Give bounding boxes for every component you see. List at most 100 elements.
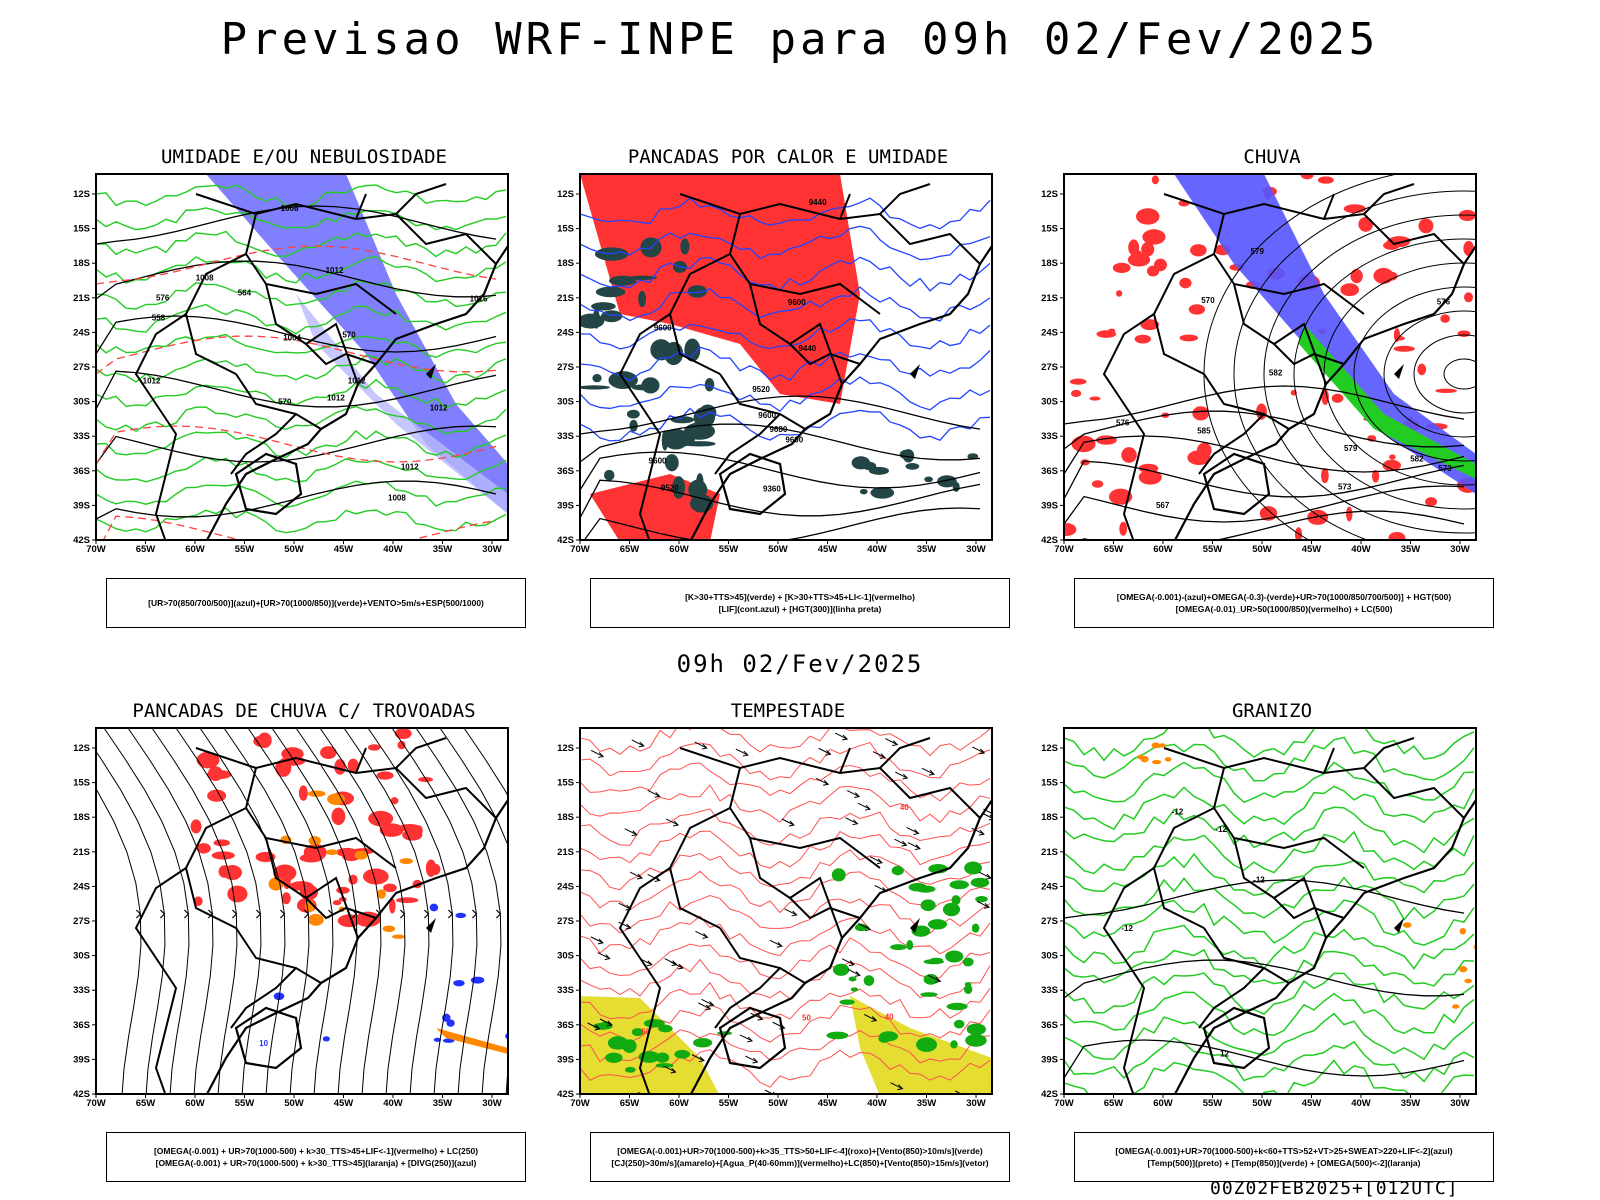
coastline (1173, 244, 1476, 540)
rain-red-area (1389, 454, 1396, 460)
lat-label: 24S (73, 881, 90, 892)
wind-green-area (826, 1031, 849, 1040)
rain-red-area (1358, 216, 1374, 232)
isobar-label: 1012 (326, 266, 344, 275)
omega-orange-dot (1479, 1031, 1486, 1037)
instability-green-area (650, 339, 672, 361)
wind-vector (784, 908, 798, 917)
thunder-red-area (368, 810, 394, 827)
thunder-red-area (337, 914, 361, 928)
lat-label: 42S (73, 1089, 90, 1100)
hgt300-line (580, 451, 981, 491)
isobar-label: 1004 (283, 334, 301, 343)
map-tempestade: 40 50 40 50 12S 15S 18S 21S 24S 27S 30S 33S 36S 39S 42… (557, 727, 993, 1109)
lat-label: 39S (1041, 500, 1058, 511)
wind-vector (631, 739, 645, 748)
wind-green-area (890, 944, 907, 951)
lon-label: 60W (185, 544, 205, 555)
omega-orange-dot (1488, 923, 1497, 928)
water-label: 40 (885, 1013, 894, 1022)
wind-vector (845, 817, 859, 826)
country-border (839, 193, 851, 220)
lat-label: 39S (73, 1054, 90, 1065)
isobar-label: 570 (342, 330, 356, 339)
wind-green-area (850, 987, 859, 992)
omega-orange-dot (1464, 978, 1472, 984)
stream-arrow (495, 909, 502, 919)
uruguay-border (234, 1006, 303, 1070)
panel-title: PANCADAS POR CALOR E UMIDADE (627, 146, 949, 168)
lat-label: 12S (73, 189, 90, 200)
hgt-label: 9360 (763, 484, 781, 493)
lake (910, 918, 920, 933)
lat-label: 21S (1041, 293, 1058, 304)
lat-label: 15S (1041, 224, 1058, 235)
thunder-orange-area (268, 877, 284, 891)
lat-label: 36S (1041, 466, 1058, 477)
wind-green-area (655, 1063, 674, 1068)
lon-label: 40W (1351, 544, 1371, 555)
instability-green-area (696, 473, 704, 492)
thunder-red-area (367, 744, 381, 751)
lon-label: 35W (1401, 1098, 1421, 1109)
lon-label: 45W (818, 544, 838, 555)
divergence-blue (505, 1032, 508, 1040)
isobar-label: 558 (152, 314, 166, 323)
wind-green-area (643, 1019, 665, 1028)
lon-label: 70W (570, 544, 590, 555)
lat-label: 24S (557, 881, 574, 892)
lat-label: 36S (73, 466, 90, 477)
hgt500-line (1293, 238, 1476, 510)
instability-green-area (638, 290, 647, 308)
lat-label: 15S (557, 224, 574, 235)
green-contour (96, 456, 507, 483)
thunder-red-area (429, 863, 441, 876)
jet-yellow-area (580, 996, 719, 1094)
divergence-blue (442, 1038, 455, 1043)
rain-red-area (1350, 268, 1363, 284)
wind-green-area (923, 973, 939, 985)
page-title: Previsao WRF-INPE para 09h 02/Fev/2025 (220, 14, 1380, 65)
hgt-label: 570 (1201, 296, 1215, 305)
panel-title: UMIDADE E/OU NEBULOSIDADE (161, 146, 447, 168)
thunder-red-area (394, 728, 412, 740)
lake (1394, 918, 1404, 933)
rain-red-area (1307, 509, 1329, 525)
stream-arrow (520, 910, 524, 918)
wind-green-area (975, 896, 988, 903)
map-layer: 9600960096009600960095209520944094409360… (580, 174, 992, 540)
wind-green-area (962, 957, 974, 967)
instability-green-area (669, 430, 696, 447)
lat-label: 39S (557, 500, 574, 511)
rain-red-area (1343, 204, 1366, 214)
country-border (305, 897, 377, 920)
panel-legend: [UR>70(850/700/500)](azul)+[UR>70(1000/8… (106, 578, 526, 628)
rain-red-area (1091, 480, 1104, 488)
panel-legend: [OMEGA(-0.001)+UR>70(1000-500)+k<60+TTS>… (1074, 1132, 1494, 1182)
wind-vector (834, 732, 849, 741)
thunder-red-area (355, 911, 381, 927)
wind-green-area (929, 957, 944, 963)
lon-label: 40W (383, 544, 403, 555)
thunder-orange-area (376, 889, 386, 899)
hgt-label: 582 (1269, 369, 1283, 378)
water-contour (580, 830, 991, 869)
lat-label: 39S (1041, 1054, 1058, 1065)
country-border (1323, 193, 1335, 220)
wind-vector (847, 968, 861, 977)
omega-orange-dot (1151, 742, 1160, 749)
country-border (1102, 313, 1155, 540)
map-frame (579, 173, 993, 541)
rain-red-area (1188, 304, 1206, 315)
rain-red-area (1121, 447, 1137, 463)
rain-red-area (1393, 345, 1415, 352)
lon-label: 55W (1203, 544, 1223, 555)
lon-label: 35W (1401, 544, 1421, 555)
lat-label: 33S (1041, 985, 1058, 996)
wind-green-area (920, 899, 936, 912)
lon-label: 40W (1351, 1098, 1371, 1109)
panel-title: PANCADAS DE CHUVA C/ TROVOADAS (132, 700, 476, 722)
lat-label: 18S (1041, 812, 1058, 823)
lat-label: 12S (557, 743, 574, 754)
country-border (134, 867, 187, 1094)
